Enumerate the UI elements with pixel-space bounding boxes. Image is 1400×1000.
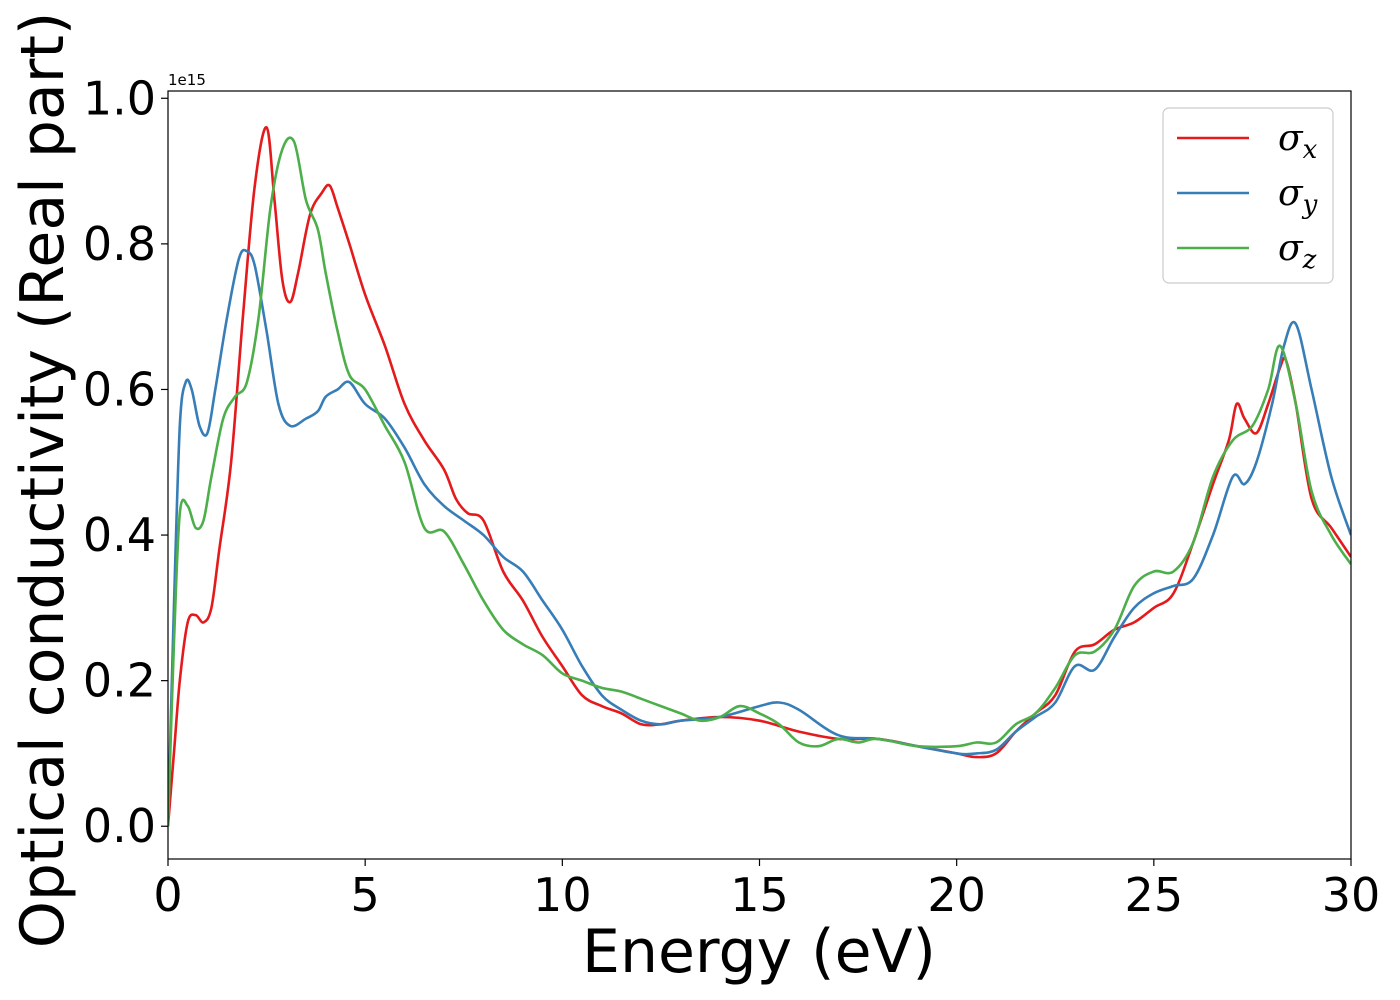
x-tick-label: 25 <box>1125 868 1184 922</box>
legend-box <box>1162 107 1334 284</box>
y-tick-label: 0.8 <box>83 217 156 271</box>
y-tick-label: 0.4 <box>83 508 156 562</box>
legend: σx σy σz <box>1162 107 1334 284</box>
x-tick-label: 30 <box>1322 868 1381 922</box>
y-axis-ticks: 0.0 0.2 0.4 0.6 0.8 1.0 <box>83 71 168 853</box>
y-axis-label: Optical conductivity (Real part) <box>8 12 78 949</box>
y-tick-label: 1.0 <box>83 71 156 125</box>
y-tick-label: 0.6 <box>83 362 156 416</box>
y-tick-label: 0.0 <box>83 799 156 853</box>
series-line-z <box>168 136 1351 827</box>
x-axis-label: Energy (eV) <box>582 917 936 987</box>
series-line-y <box>168 248 1351 827</box>
x-tick-label: 0 <box>153 868 182 922</box>
x-tick-label: 10 <box>533 868 592 922</box>
x-tick-label: 15 <box>730 868 789 922</box>
legend-label-y: σy <box>1278 173 1318 220</box>
x-tick-label: 5 <box>351 868 380 922</box>
legend-label-z: σz <box>1278 228 1317 275</box>
legend-label-x: σx <box>1278 118 1318 165</box>
x-tick-label: 20 <box>927 868 986 922</box>
y-tick-label: 0.2 <box>83 654 156 708</box>
x-axis-ticks: 0 5 10 15 20 25 30 <box>153 859 1380 922</box>
y-axis-offset-label: 1e15 <box>168 71 206 89</box>
